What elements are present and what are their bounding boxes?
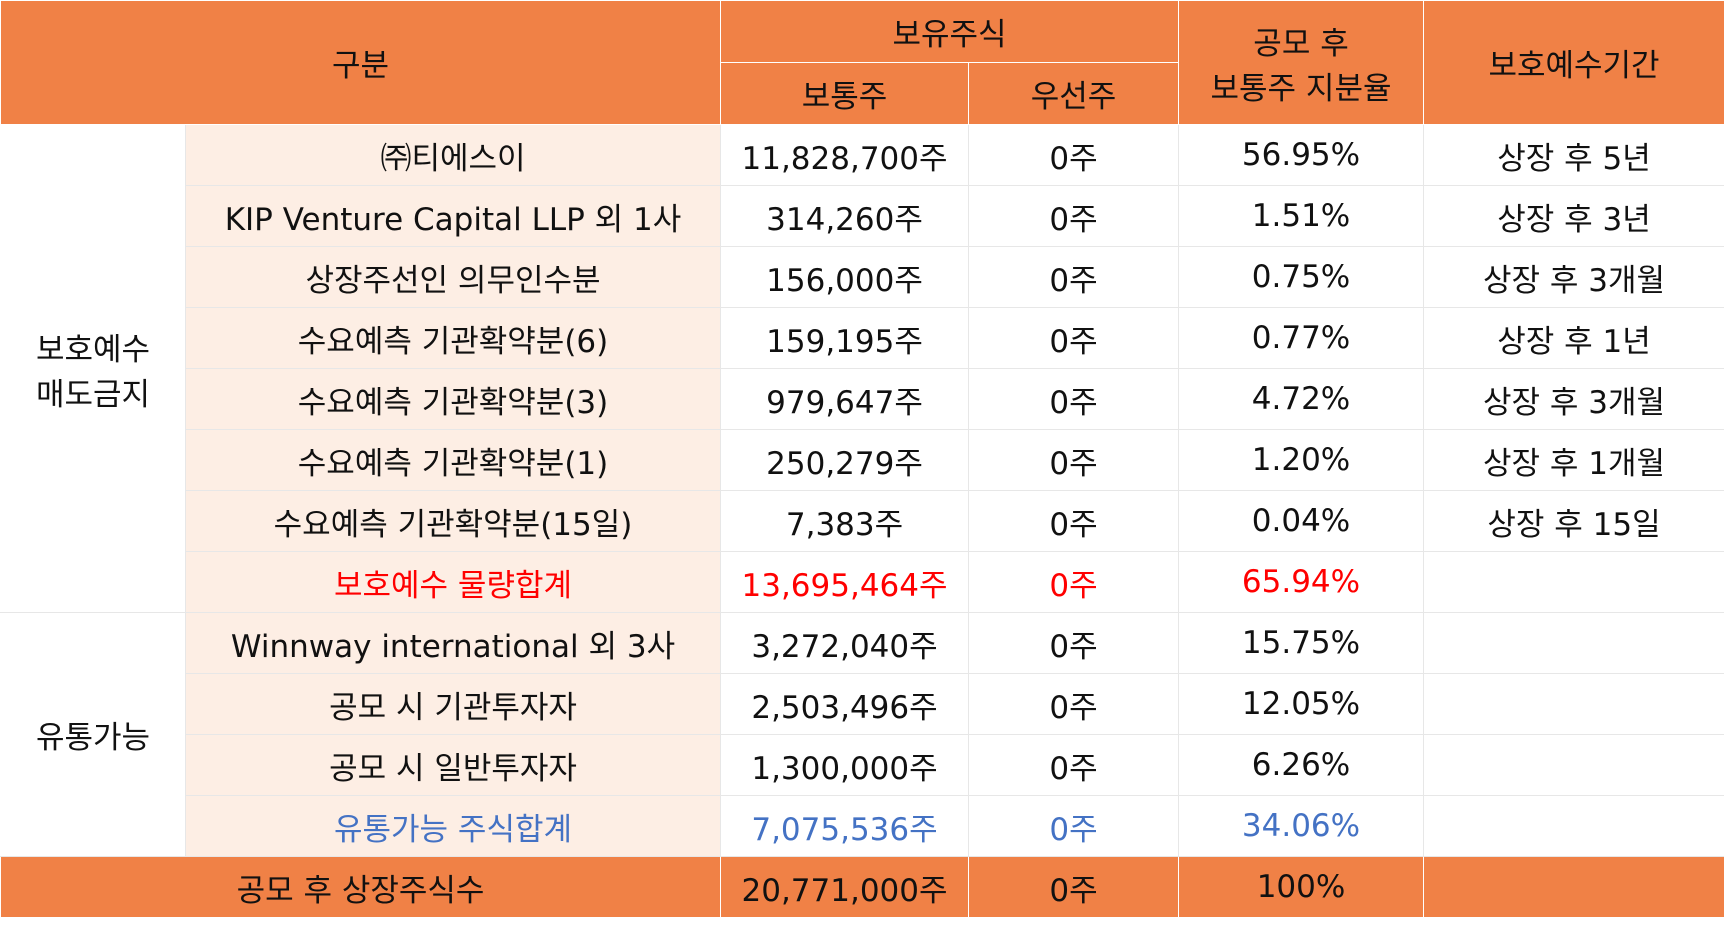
holder-cell: 상장주선인 의무인수분: [184, 246, 722, 308]
tradable-total-ratio: 34.06%: [1178, 795, 1425, 857]
locked-total-ratio: 65.94%: [1178, 551, 1425, 613]
grand-total-label: 공모 후 상장주식수: [0, 856, 722, 918]
locked-total-common: 13,695,464주: [720, 551, 970, 613]
grand-total-period: [1423, 856, 1724, 918]
period-cell: [1423, 612, 1724, 674]
period-cell: 상장 후 15일: [1423, 490, 1724, 552]
tradable-total-common: 7,075,536주: [720, 795, 970, 857]
header-preferred: 우선주: [968, 62, 1180, 125]
header-ratio-line2: 보통주 지분율: [1210, 70, 1392, 107]
common-cell: 979,647주: [720, 368, 970, 430]
ratio-cell: 0.75%: [1178, 246, 1425, 308]
period-cell: 상장 후 3개월: [1423, 246, 1724, 308]
table-row: 상장주선인 의무인수분 156,000주 0주 0.75% 상장 후 3개월: [1, 246, 1724, 308]
locked-total-preferred: 0주: [968, 551, 1180, 613]
ratio-cell: 0.04%: [1178, 490, 1425, 552]
period-cell: 상장 후 5년: [1423, 124, 1724, 186]
preferred-cell: 0주: [968, 124, 1180, 186]
ratio-cell: 56.95%: [1178, 124, 1425, 186]
group-locked: 보호예수 매도금지: [0, 124, 186, 613]
ratio-cell: 1.51%: [1178, 185, 1425, 247]
common-cell: 250,279주: [720, 429, 970, 491]
period-cell: 상장 후 1년: [1423, 307, 1724, 369]
preferred-cell: 0주: [968, 612, 1180, 674]
table-row: 수요예측 기관확약분(15일) 7,383주 0주 0.04% 상장 후 15일: [1, 490, 1724, 552]
common-cell: 2,503,496주: [720, 673, 970, 735]
header-category: 구분: [0, 0, 722, 125]
common-cell: 11,828,700주: [720, 124, 970, 186]
table-row: KIP Venture Capital LLP 외 1사 314,260주 0주…: [1, 185, 1724, 247]
group-locked-line1: 보호예수: [35, 331, 151, 368]
table-row: 수요예측 기관확약분(6) 159,195주 0주 0.77% 상장 후 1년: [1, 307, 1724, 369]
ratio-cell: 0.77%: [1178, 307, 1425, 369]
grand-total-preferred: 0주: [968, 856, 1180, 918]
holder-cell: 수요예측 기관확약분(15일): [184, 490, 722, 552]
locked-total-row: 보호예수 물량합계 13,695,464주 0주 65.94%: [1, 551, 1724, 613]
preferred-cell: 0주: [968, 307, 1180, 369]
holder-cell: Winnway international 외 3사: [184, 612, 722, 674]
table-row: 공모 시 일반투자자 1,300,000주 0주 6.26%: [1, 734, 1724, 796]
ratio-cell: 4.72%: [1178, 368, 1425, 430]
ratio-cell: 6.26%: [1178, 734, 1425, 796]
preferred-cell: 0주: [968, 185, 1180, 247]
table-row: 공모 시 기관투자자 2,503,496주 0주 12.05%: [1, 673, 1724, 735]
period-cell: 상장 후 1개월: [1423, 429, 1724, 491]
holder-cell: 수요예측 기관확약분(3): [184, 368, 722, 430]
header-ratio: 공모 후 보통주 지분율: [1178, 0, 1425, 125]
tradable-total-label: 유통가능 주식합계: [184, 795, 722, 857]
group-tradable: 유통가능: [0, 612, 186, 857]
table-row: 보호예수 매도금지 ㈜티에스이 11,828,700주 0주 56.95% 상장…: [0, 124, 1724, 613]
group-locked-line2: 매도금지: [35, 376, 151, 413]
preferred-cell: 0주: [968, 734, 1180, 796]
holder-cell: 공모 시 일반투자자: [184, 734, 722, 796]
preferred-cell: 0주: [968, 429, 1180, 491]
preferred-cell: 0주: [968, 368, 1180, 430]
holder-cell: 수요예측 기관확약분(6): [184, 307, 722, 369]
common-cell: 1,300,000주: [720, 734, 970, 796]
preferred-cell: 0주: [968, 246, 1180, 308]
table-row: 유통가능 Winnway international 외 3사 3,272,04…: [0, 612, 1724, 857]
ratio-cell: 15.75%: [1178, 612, 1425, 674]
header-holdings: 보유주식: [720, 0, 1180, 63]
common-cell: 314,260주: [720, 185, 970, 247]
header-ratio-line1: 공모 후: [1253, 25, 1349, 62]
ratio-cell: 12.05%: [1178, 673, 1425, 735]
holder-cell: KIP Venture Capital LLP 외 1사: [184, 185, 722, 247]
common-cell: 156,000주: [720, 246, 970, 308]
holder-cell: ㈜티에스이: [184, 124, 722, 186]
grand-total-common: 20,771,000주: [720, 856, 970, 918]
period-cell: 상장 후 3개월: [1423, 368, 1724, 430]
header-common: 보통주: [720, 62, 970, 125]
preferred-cell: 0주: [968, 490, 1180, 552]
locked-total-label: 보호예수 물량합계: [184, 551, 722, 613]
tradable-total-row: 유통가능 주식합계 7,075,536주 0주 34.06%: [1, 795, 1724, 857]
table-row: 수요예측 기관확약분(1) 250,279주 0주 1.20% 상장 후 1개월: [1, 429, 1724, 491]
common-cell: 159,195주: [720, 307, 970, 369]
common-cell: 3,272,040주: [720, 612, 970, 674]
locked-total-period: [1423, 551, 1724, 613]
common-cell: 7,383주: [720, 490, 970, 552]
ratio-cell: 1.20%: [1178, 429, 1425, 491]
preferred-cell: 0주: [968, 673, 1180, 735]
holder-cell: 수요예측 기관확약분(1): [184, 429, 722, 491]
holder-cell: 공모 시 기관투자자: [184, 673, 722, 735]
tradable-total-period: [1423, 795, 1724, 857]
table-row: 수요예측 기관확약분(3) 979,647주 0주 4.72% 상장 후 3개월: [1, 368, 1724, 430]
period-cell: [1423, 734, 1724, 796]
header-lockup-period: 보호예수기간: [1423, 0, 1724, 125]
period-cell: [1423, 673, 1724, 735]
period-cell: 상장 후 3년: [1423, 185, 1724, 247]
grand-total-ratio: 100%: [1178, 856, 1425, 918]
tradable-total-preferred: 0주: [968, 795, 1180, 857]
grand-total-row: 공모 후 상장주식수 20,771,000주 0주 100%: [0, 856, 1724, 918]
